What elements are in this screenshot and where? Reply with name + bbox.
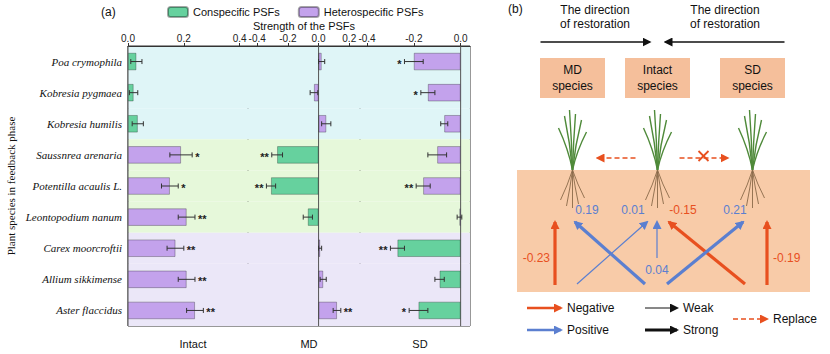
svg-text:**: ** [344,306,353,318]
svg-text:Poa crymophila: Poa crymophila [50,56,122,68]
svg-text:**: ** [260,151,269,163]
svg-text:Kobresia humilis: Kobresia humilis [46,118,122,130]
svg-text:Intact: Intact [180,338,207,350]
svg-text:Strong: Strong [683,323,718,337]
svg-text:-0.4: -0.4 [358,33,376,44]
svg-text:**: ** [379,244,388,256]
svg-text:Conspecific PSFs: Conspecific PSFs [193,6,280,18]
svg-text:Kobresia pygmaea: Kobresia pygmaea [39,87,123,99]
svg-text:*: * [397,58,402,70]
svg-text:0.2: 0.2 [342,33,356,44]
svg-text:MD: MD [563,63,582,77]
svg-text:**: ** [206,306,215,318]
svg-text:0.0: 0.0 [312,33,326,44]
svg-text:species: species [732,79,773,93]
svg-text:species: species [637,79,678,93]
svg-text:**: ** [187,244,196,256]
svg-text:**: ** [405,182,414,194]
svg-text:0.21: 0.21 [723,203,747,217]
svg-text:0.0: 0.0 [121,33,135,44]
svg-text:species: species [552,79,593,93]
svg-text:Carex moorcroftii: Carex moorcroftii [43,242,122,254]
svg-text:Plant species in feedback phas: Plant species in feedback phase [5,117,17,256]
svg-text:of restoration: of restoration [690,17,760,31]
svg-text:The direction: The direction [560,3,629,17]
svg-text:Positive: Positive [567,323,609,337]
svg-text:0.4: 0.4 [233,33,247,44]
svg-text:Leontopodium nanum: Leontopodium nanum [25,211,122,223]
svg-text:*: * [414,89,419,101]
svg-text:Replace: Replace [773,312,817,326]
svg-text:**: ** [198,213,207,225]
svg-text:Aster flaccidus: Aster flaccidus [55,304,122,316]
svg-text:*: * [181,182,186,194]
svg-text:Negative: Negative [567,301,615,315]
svg-text:0.19: 0.19 [575,203,599,217]
svg-text:-0.2: -0.2 [279,33,297,44]
svg-text:Saussnrea arenaria: Saussnrea arenaria [36,149,122,161]
svg-text:-0.23: -0.23 [523,251,551,265]
svg-text:Allium sikkimense: Allium sikkimense [41,273,122,285]
svg-text:-0.19: -0.19 [773,251,801,265]
svg-text:0.2: 0.2 [177,33,191,44]
svg-text:0.01: 0.01 [621,203,645,217]
svg-text:**: ** [255,182,264,194]
svg-text:-0.4: -0.4 [249,33,267,44]
svg-text:Intact: Intact [643,63,673,77]
svg-text:-0.15: -0.15 [669,203,697,217]
svg-text:Strength of the PSFs: Strength of the PSFs [253,20,356,32]
svg-text:MD: MD [300,338,317,350]
svg-text:The direction: The direction [690,3,759,17]
svg-text:0.04: 0.04 [645,263,669,277]
svg-text:-0.2: -0.2 [405,33,423,44]
svg-text:*: * [195,151,200,163]
svg-text:Weak: Weak [683,301,714,315]
svg-text:Potentilla acaulis L.: Potentilla acaulis L. [31,180,122,192]
svg-text:0.0: 0.0 [454,33,468,44]
svg-text:Heterospecific PSFs: Heterospecific PSFs [324,6,424,18]
svg-text:(a): (a) [101,5,116,19]
svg-text:SD: SD [412,338,427,350]
svg-text:**: ** [198,275,207,287]
svg-text:(b): (b) [508,2,523,16]
svg-text:SD: SD [744,63,761,77]
svg-text:*: * [402,306,407,318]
svg-text:of restoration: of restoration [560,17,630,31]
